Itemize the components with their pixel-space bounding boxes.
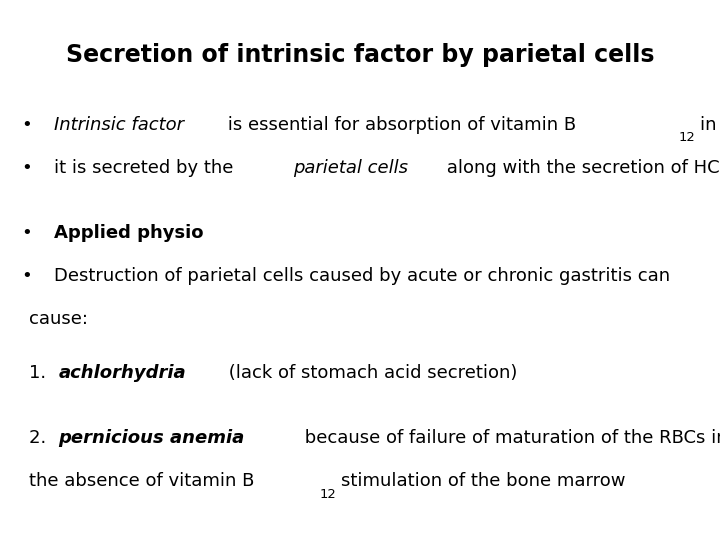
Text: Applied physio: Applied physio [54,224,204,241]
Text: parietal cells: parietal cells [293,159,408,177]
Text: in the ileum,: in the ileum, [700,116,720,133]
Text: (lack of stomach acid secretion): (lack of stomach acid secretion) [223,364,518,382]
Text: 12: 12 [679,131,696,145]
Text: is essential for absorption of vitamin B: is essential for absorption of vitamin B [222,116,576,133]
Text: •: • [22,116,32,133]
Text: it is secreted by the: it is secreted by the [54,159,239,177]
Text: the absence of vitamin B: the absence of vitamin B [29,472,254,490]
Text: because of failure of maturation of the RBCs in: because of failure of maturation of the … [299,429,720,447]
Text: Secretion of intrinsic factor by parietal cells: Secretion of intrinsic factor by parieta… [66,43,654,67]
Text: stimulation of the bone marrow: stimulation of the bone marrow [341,472,626,490]
Text: achlorhydria: achlorhydria [58,364,186,382]
Text: Destruction of parietal cells caused by acute or chronic gastritis can: Destruction of parietal cells caused by … [54,267,670,285]
Text: Intrinsic factor: Intrinsic factor [54,116,184,133]
Text: •: • [22,267,32,285]
Text: •: • [22,224,32,241]
Text: along with the secretion of HCl.: along with the secretion of HCl. [441,159,720,177]
Text: •: • [22,159,32,177]
Text: 12: 12 [320,488,336,501]
Text: 1.: 1. [29,364,52,382]
Text: pernicious anemia: pernicious anemia [58,429,245,447]
Text: cause:: cause: [29,310,88,328]
Text: 2.: 2. [29,429,52,447]
